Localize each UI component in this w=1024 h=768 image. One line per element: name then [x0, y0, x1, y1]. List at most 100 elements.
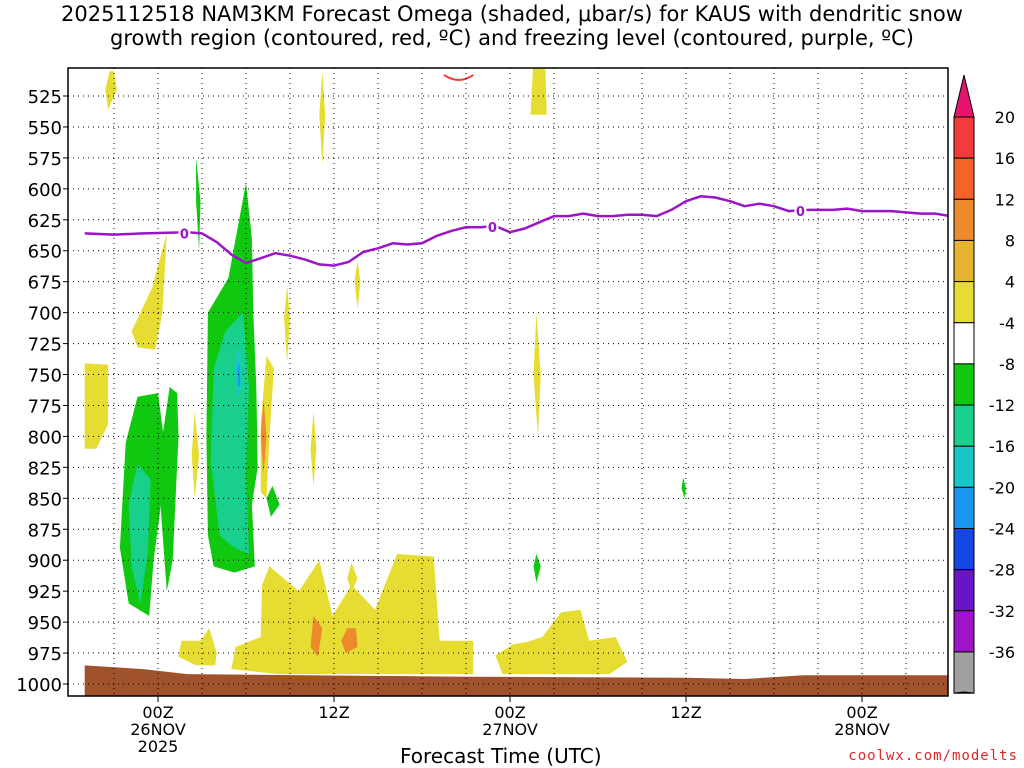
grid-lines: [68, 68, 948, 696]
colorbar-label-13: -36: [989, 643, 1015, 662]
y-tick-label-675: 675: [28, 273, 62, 294]
colorbar-swatch-11: [953, 569, 975, 612]
colorbar-label-10: -24: [989, 520, 1015, 539]
dgz-contour: [443, 74, 474, 81]
chart-title-line-2: growth region (contoured, red, ºC) and f…: [110, 26, 914, 50]
omega-shade-24: [231, 554, 474, 675]
freezing-label-bg-2: [794, 203, 807, 220]
x-tick-label-0-1: 26NOV: [130, 720, 186, 739]
colorbar-swatch-7: [953, 404, 975, 447]
y-tick-label-700: 700: [28, 304, 62, 325]
site-credit: coolwx.com/modelts: [848, 748, 1018, 764]
omega-shade-14: [266, 485, 280, 517]
y-tick-label-950: 950: [28, 613, 62, 634]
colorbar-label-7: -12: [989, 396, 1015, 415]
y-tick-label-750: 750: [28, 366, 62, 387]
colorbar-label-11: -28: [989, 561, 1015, 580]
y-tick-label-625: 625: [28, 211, 62, 232]
omega-shade-5: [160, 386, 179, 592]
y-tick-label-900: 900: [28, 551, 62, 572]
terrain-shade: [84, 665, 948, 696]
omega-shade-0: [105, 71, 117, 110]
colorbar-swatch-0: [953, 116, 975, 159]
y-tick-label-725: 725: [28, 335, 62, 356]
omega-shade-27: [310, 615, 323, 657]
freezing-level-label-0: 0: [180, 227, 189, 242]
omega-shading: [84, 68, 948, 696]
colorbar-label-9: -20: [989, 478, 1015, 497]
y-tick-label-525: 525: [28, 87, 62, 108]
colorbar-swatch-4: [953, 281, 975, 324]
x-tick-label-0-0: 00Z: [142, 703, 173, 722]
y-tick-label-1000: 1000: [16, 675, 62, 696]
x-tick-label-36-0: 12Z: [670, 703, 701, 722]
x-tick-label-48-1: 28NOV: [834, 720, 890, 739]
colorbar-swatch-12: [953, 610, 975, 653]
y-tick-label-875: 875: [28, 520, 62, 541]
y-tick-label-775: 775: [28, 396, 62, 417]
colorbar-label-5: -4: [999, 314, 1015, 333]
y-tick-label-575: 575: [28, 149, 62, 170]
freezing-label-bg-1: [486, 219, 499, 236]
x-tick-label-24-1: 27NOV: [482, 720, 538, 739]
omega-shade-2: [84, 363, 109, 449]
omega-shade-26: [495, 609, 628, 675]
colorbar-swatch-5: [953, 322, 975, 365]
colorbar-label-2: 12: [995, 190, 1015, 209]
omega-shade-16: [319, 71, 326, 165]
omega-shade-6: [191, 411, 200, 499]
omega-shade-20: [533, 312, 541, 437]
omega-shade-15: [284, 285, 290, 363]
y-tick-label-800: 800: [28, 427, 62, 448]
x-tick-label-0-2: 2025: [138, 737, 179, 756]
colorbar-label-4: 4: [1005, 273, 1015, 292]
colorbar-label-3: 8: [1005, 231, 1015, 250]
omega-shade-18: [354, 260, 361, 309]
omega-shade-1: [131, 233, 167, 350]
freezing-level-line: [84, 195, 948, 267]
omega-shade-25: [347, 562, 358, 592]
colorbar-swatch-6: [953, 363, 975, 406]
colorbar-label-12: -32: [989, 602, 1015, 621]
omega-shade-28: [341, 628, 358, 654]
freezing-label-bg-0: [178, 225, 191, 242]
omega-shade-22: [681, 477, 686, 499]
colorbar-swatch-13: [953, 651, 975, 694]
y-axis: 525 550 575 600 625 650 675 700 725 750 775 800 825 8…: [16, 87, 68, 696]
colorbar-swatch-10: [953, 528, 975, 571]
x-axis-label: Forecast Time (UTC): [400, 744, 602, 768]
freezing-level-contour: 0 0 0: [84, 195, 948, 267]
chart-title: 2025112518 NAM3KM Forecast Omega (shaded…: [0, 2, 1024, 50]
colorbar-label-8: -16: [989, 437, 1015, 456]
x-tick-label-48-0: 00Z: [846, 703, 877, 722]
colorbar-swatch-1: [953, 157, 975, 200]
freezing-level-label-2: 0: [796, 205, 805, 220]
colorbar-swatch-9: [953, 486, 975, 530]
omega-shade-17: [310, 411, 317, 486]
x-tick-label-24-0: 00Z: [494, 703, 525, 722]
y-tick-label-650: 650: [28, 242, 62, 263]
colorbar-label-0: 20: [995, 108, 1015, 127]
freezing-level-label-1: 0: [488, 221, 497, 236]
y-tick-label-850: 850: [28, 489, 62, 510]
y-tick-label-600: 600: [28, 180, 62, 201]
colorbar-swatch-8: [953, 445, 975, 488]
colorbar-label-6: -8: [999, 355, 1015, 374]
plot-frame: [67, 67, 949, 697]
omega-shade-21: [533, 554, 541, 583]
colorbar-bottom-arrow: [953, 691, 975, 694]
colorbar-swatch-3: [953, 239, 975, 283]
colorbar: 20 16 12 8 4 -4 -8 -12 -16 -20 -24 -28 -32 -36: [953, 74, 1015, 694]
omega-shade-7: [196, 157, 201, 251]
y-tick-label-550: 550: [28, 118, 62, 139]
colorbar-swatch-2: [953, 198, 975, 241]
y-tick-label-975: 975: [28, 644, 62, 665]
omega-shade-19: [530, 68, 547, 115]
y-tick-label-925: 925: [28, 582, 62, 603]
omega-shade-23: [178, 628, 217, 666]
chart-title-line-1: 2025112518 NAM3KM Forecast Omega (shaded…: [61, 2, 963, 26]
omega-shade-4: [128, 463, 151, 604]
colorbar-label-1: 16: [995, 149, 1015, 168]
